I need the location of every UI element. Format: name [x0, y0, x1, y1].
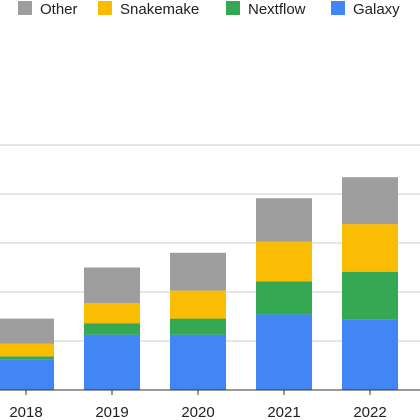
bar-segment-other-2021: [256, 198, 312, 242]
bar-segment-galaxy-2020: [170, 334, 226, 390]
x-tick-label: 2022: [353, 404, 386, 420]
legend-label-nextflow: Nextflow: [248, 1, 306, 18]
bar-segment-galaxy-2022: [342, 319, 398, 390]
bar-segment-nextflow-2018: [0, 356, 54, 360]
bar-segment-nextflow-2021: [256, 281, 312, 315]
bar-segment-snakemake-2020: [170, 290, 226, 319]
bar-segment-nextflow-2022: [342, 271, 398, 320]
bar-segment-galaxy-2018: [0, 359, 54, 390]
x-tick-label: 2021: [267, 404, 300, 420]
bar-segment-galaxy-2019: [84, 334, 140, 390]
bars: [0, 177, 398, 390]
bar-segment-nextflow-2019: [84, 323, 140, 335]
legend-label-snakemake: Snakemake: [120, 1, 199, 18]
x-tick-label: 2020: [181, 404, 214, 420]
legend-swatch-snakemake: [98, 1, 112, 15]
bar-segment-other-2020: [170, 252, 226, 291]
bar-segment-snakemake-2018: [0, 343, 54, 357]
bar-segment-snakemake-2021: [256, 241, 312, 282]
bar-segment-snakemake-2019: [84, 303, 140, 324]
bar-segment-nextflow-2020: [170, 318, 226, 335]
x-tick-label: 2018: [9, 404, 42, 420]
legend-swatch-galaxy: [331, 1, 345, 15]
bar-segment-other-2018: [0, 318, 54, 344]
x-axis: 201820192020202120222023: [0, 389, 420, 420]
legend-swatch-other: [18, 1, 32, 15]
legend-swatch-nextflow: [226, 1, 240, 15]
legend-label-other: Other: [40, 1, 78, 18]
bar-segment-other-2019: [84, 267, 140, 304]
bar-segment-snakemake-2022: [342, 224, 398, 272]
legend: Other Snakemake Nextflow Galaxy: [18, 1, 400, 18]
bar-segment-galaxy-2021: [256, 314, 312, 390]
x-tick-label: 2019: [95, 404, 128, 420]
legend-label-galaxy: Galaxy: [353, 1, 400, 18]
bar-segment-other-2022: [342, 177, 398, 225]
